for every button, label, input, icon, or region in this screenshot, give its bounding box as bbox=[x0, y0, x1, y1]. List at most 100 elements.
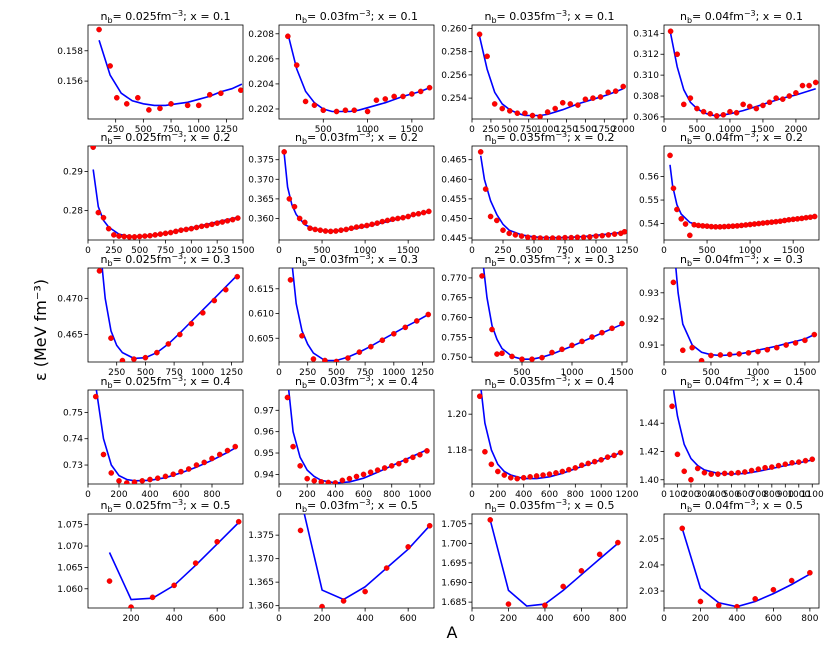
y-tick-label: 1.44 bbox=[639, 419, 659, 429]
data-point bbox=[792, 340, 799, 346]
data-point bbox=[310, 356, 317, 362]
y-tick-label: 0.760 bbox=[441, 314, 467, 324]
y-tick-label: 0.370 bbox=[248, 175, 274, 185]
plot-area bbox=[670, 268, 818, 362]
data-point bbox=[417, 88, 424, 95]
data-point bbox=[152, 232, 158, 238]
subplot-4-2: nb= 0.03fm−3; x = 0.4 0 200 400 600 800 1000 0.… bbox=[254, 374, 435, 500]
subplot-title: nb= 0.03fm−3; x = 0.2 bbox=[295, 130, 418, 146]
y-tick-label: 0.750 bbox=[441, 353, 467, 363]
data-point bbox=[171, 582, 177, 589]
x-tick-label: 0 bbox=[661, 246, 667, 256]
data-point bbox=[612, 88, 619, 94]
y-tick-label: 0.28 bbox=[63, 207, 83, 217]
data-point bbox=[529, 112, 536, 119]
data-point bbox=[769, 464, 775, 470]
data-point bbox=[157, 231, 164, 237]
model-curve bbox=[283, 153, 431, 232]
data-point bbox=[139, 478, 146, 484]
data-point bbox=[549, 235, 556, 240]
data-point bbox=[317, 227, 324, 234]
x-tick-label: 500 bbox=[313, 246, 330, 256]
data-point bbox=[687, 232, 693, 239]
data-point bbox=[605, 89, 611, 96]
y-tick-label: 1.695 bbox=[441, 559, 467, 569]
data-point bbox=[219, 219, 226, 225]
data-point bbox=[229, 216, 236, 223]
data-point bbox=[106, 578, 113, 584]
data-point bbox=[788, 577, 795, 584]
data-point bbox=[214, 538, 220, 545]
data-point bbox=[353, 224, 360, 230]
data-point bbox=[123, 101, 130, 107]
data-point bbox=[680, 101, 687, 108]
data-point bbox=[195, 102, 202, 109]
data-point bbox=[343, 226, 349, 233]
data-point bbox=[339, 477, 346, 484]
data-point bbox=[322, 228, 329, 234]
x-tick-label: 1500 bbox=[397, 246, 420, 256]
data-point bbox=[733, 109, 740, 116]
data-point bbox=[598, 457, 604, 463]
data-point bbox=[775, 462, 782, 469]
data-point bbox=[382, 96, 389, 102]
data-point bbox=[311, 477, 318, 484]
plot-area bbox=[284, 390, 430, 484]
subplot-5-2: nb= 0.03fm−3; x = 0.5 0 200 400 600 1.360 1.36… bbox=[248, 498, 435, 624]
plot-area bbox=[669, 390, 816, 483]
data-point bbox=[126, 234, 133, 240]
y-tick-label: 0.455 bbox=[441, 195, 467, 205]
plot-frame bbox=[471, 389, 628, 485]
data-point bbox=[578, 462, 585, 469]
plot-area bbox=[477, 149, 627, 240]
data-point bbox=[786, 93, 793, 99]
data-point bbox=[128, 604, 134, 608]
data-point bbox=[674, 206, 680, 213]
data-point bbox=[762, 464, 768, 471]
data-point bbox=[368, 343, 374, 350]
x-tick-label: 400 bbox=[728, 614, 745, 624]
data-point bbox=[493, 217, 500, 224]
data-point bbox=[188, 225, 195, 232]
data-point bbox=[206, 91, 213, 98]
data-point bbox=[587, 234, 593, 240]
data-point bbox=[322, 357, 328, 362]
y-tick-label: 0.460 bbox=[441, 175, 467, 185]
data-point bbox=[806, 82, 812, 89]
y-tick-label: 0.365 bbox=[248, 195, 274, 205]
x-tick-label: 300 bbox=[696, 490, 713, 500]
data-point bbox=[708, 471, 714, 477]
data-point bbox=[402, 324, 409, 331]
subplot-title: nb= 0.04fm−3; x = 0.5 bbox=[680, 498, 803, 514]
data-point bbox=[405, 544, 411, 550]
data-point bbox=[667, 28, 674, 35]
data-point bbox=[689, 344, 695, 351]
data-point bbox=[499, 105, 506, 112]
data-point bbox=[201, 459, 208, 466]
data-point bbox=[476, 393, 483, 400]
data-point bbox=[766, 99, 773, 106]
data-point bbox=[281, 149, 287, 155]
data-point bbox=[222, 286, 229, 293]
data-point bbox=[499, 350, 505, 357]
data-point bbox=[410, 211, 417, 218]
subplot-2-1: nb= 0.025fm−3; x = 0.2 0 250 500 750 1000 1250… bbox=[63, 130, 255, 256]
data-point bbox=[417, 451, 423, 458]
x-tick-label: 600 bbox=[541, 490, 558, 500]
y-tick-label: 1.360 bbox=[248, 602, 274, 612]
data-point bbox=[542, 602, 548, 608]
data-point bbox=[579, 338, 585, 345]
x-tick-label: 1000 bbox=[187, 125, 210, 135]
data-point bbox=[415, 210, 422, 217]
x-tick-label: 750 bbox=[162, 125, 179, 135]
model-curve bbox=[92, 169, 238, 238]
x-tick-label: 500 bbox=[688, 125, 705, 135]
subplot-title: nb= 0.04fm−3; x = 0.3 bbox=[680, 252, 803, 268]
x-tick-label: 600 bbox=[355, 490, 372, 500]
data-point bbox=[351, 107, 358, 114]
plot-frame bbox=[471, 513, 628, 609]
data-point bbox=[135, 94, 141, 101]
data-point bbox=[752, 596, 758, 602]
data-point bbox=[147, 232, 153, 239]
data-point bbox=[779, 96, 786, 102]
